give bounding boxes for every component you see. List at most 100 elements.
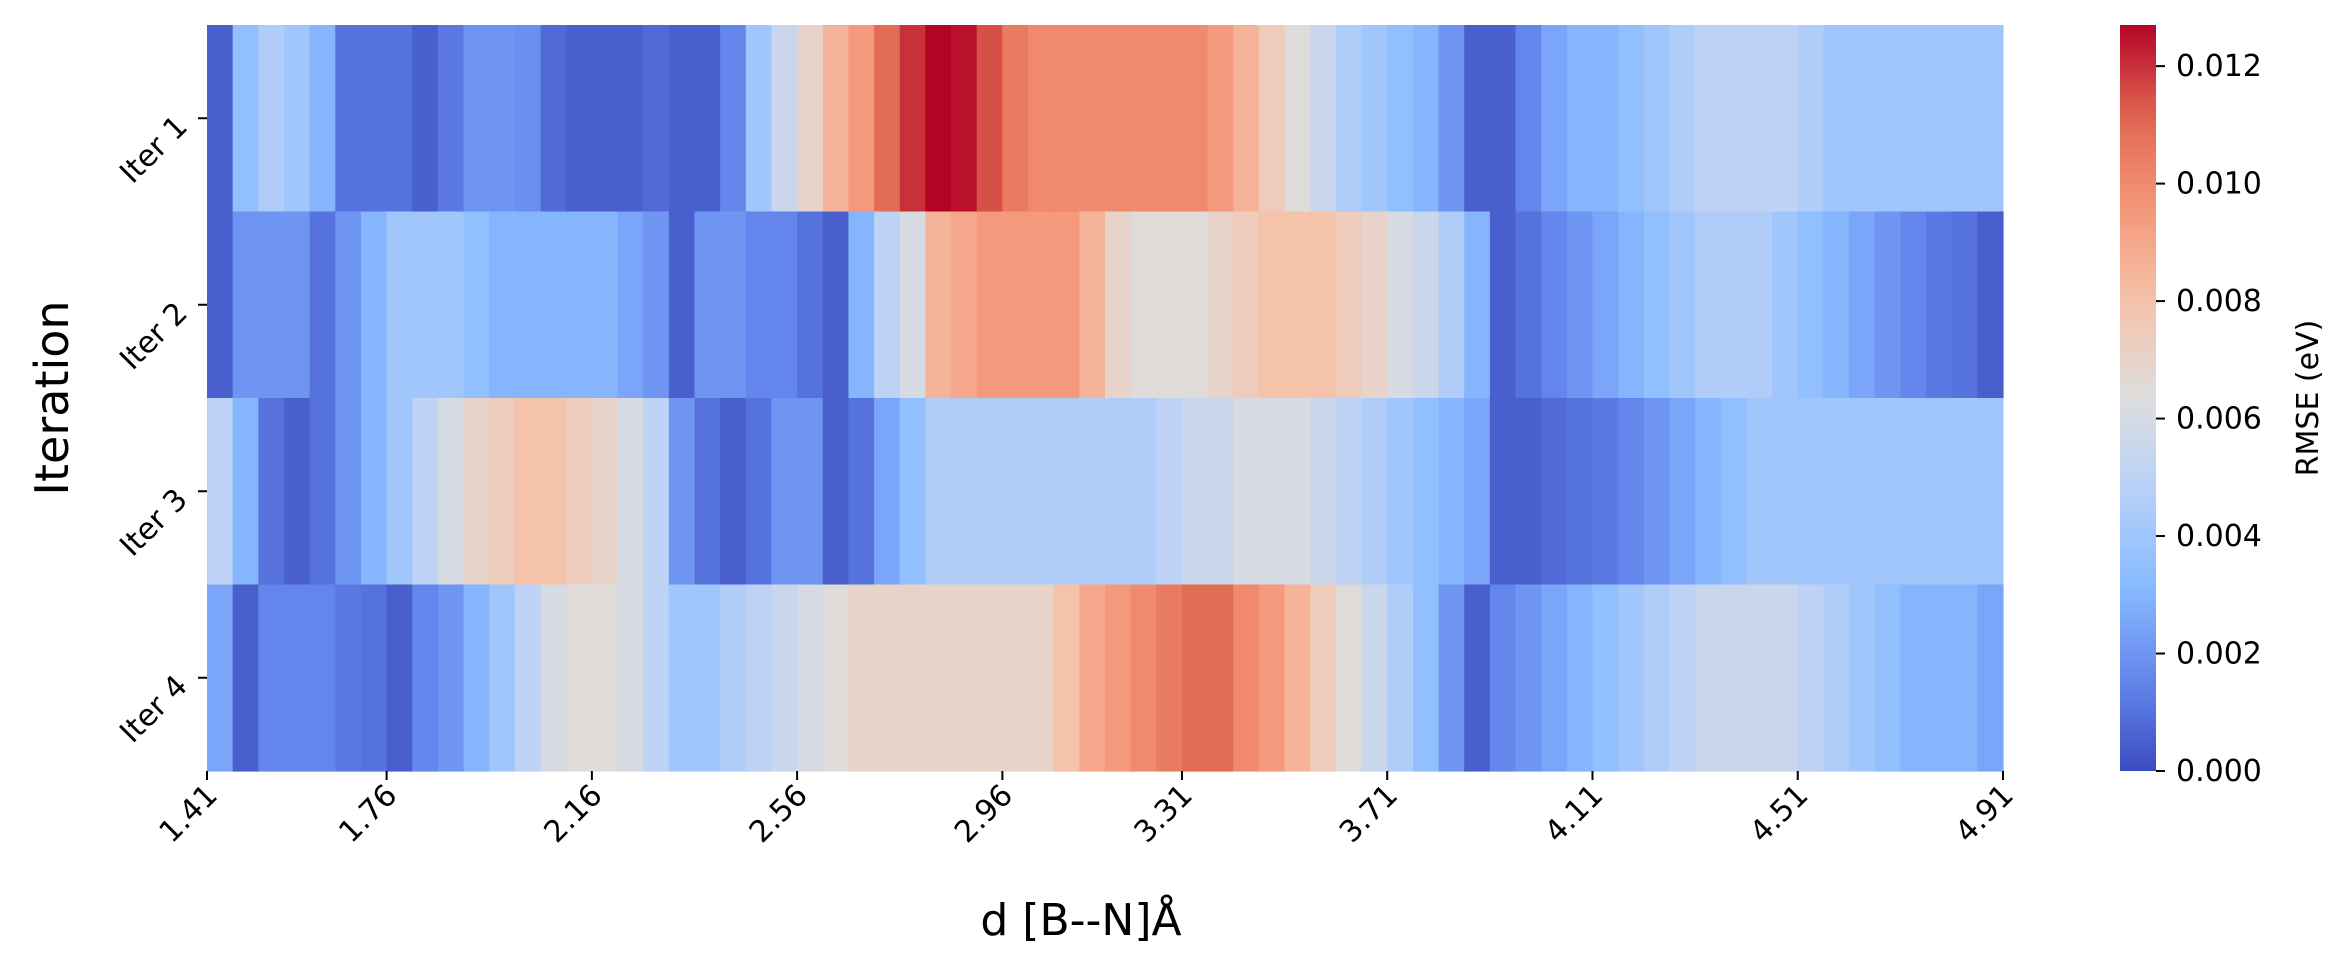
heatmap-cell — [283, 211, 311, 399]
heatmap-cell — [258, 211, 285, 399]
heatmap-cell — [1823, 398, 1850, 586]
heatmap-cell — [951, 25, 978, 213]
heatmap-cell — [1028, 584, 1055, 772]
heatmap-cell — [360, 398, 388, 586]
heatmap-cell — [514, 211, 542, 399]
heatmap-cell — [771, 25, 798, 213]
heatmap-cell — [1361, 211, 1388, 399]
heatmap-cell — [1002, 398, 1029, 586]
heatmap-cell — [437, 398, 465, 586]
heatmap-cell — [1284, 584, 1311, 772]
heatmap-cell — [540, 211, 567, 399]
heatmap-cell — [797, 211, 824, 399]
heatmap-cell — [1900, 211, 1927, 399]
heatmap-cell — [1926, 25, 1953, 213]
heatmap-cell — [1002, 25, 1029, 213]
heatmap-cell — [951, 584, 978, 772]
heatmap-cell — [1258, 25, 1286, 213]
heatmap-cell — [540, 25, 567, 213]
heatmap-cell — [591, 398, 619, 586]
heatmap-cell — [566, 398, 593, 586]
heatmap-cell — [1387, 211, 1414, 399]
heatmap-cell — [1156, 584, 1183, 772]
heatmap-cell — [1669, 398, 1696, 586]
heatmap-cell — [1849, 211, 1876, 399]
heatmap-cell — [463, 398, 490, 586]
heatmap-cell — [1130, 584, 1157, 772]
heatmap-cell — [1643, 584, 1671, 772]
heatmap-cell — [1233, 25, 1260, 213]
heatmap-cell — [1464, 584, 1491, 772]
colorbar-tick-label: 0.002 — [2176, 637, 2262, 672]
heatmap-cell — [360, 211, 388, 399]
heatmap-cell — [258, 584, 285, 772]
heatmap-cell — [1977, 25, 2004, 213]
x-tick-label: 2.56 — [743, 778, 815, 850]
heatmap-cell — [1335, 584, 1363, 772]
heatmap-cell — [1105, 584, 1132, 772]
heatmap-cell — [1566, 398, 1594, 586]
heatmap-cell — [1438, 25, 1465, 213]
heatmap-cell — [1541, 25, 1568, 213]
heatmap-cell — [617, 584, 644, 772]
heatmap-cell — [1772, 25, 1799, 213]
heatmap-cell — [1002, 211, 1029, 399]
heatmap-cell — [591, 25, 619, 213]
heatmap-cell — [1310, 398, 1337, 586]
x-tick-label: 3.71 — [1333, 778, 1405, 850]
heatmap-cell — [976, 211, 1003, 399]
heatmap-cell — [771, 211, 798, 399]
heatmap-cell — [1438, 584, 1465, 772]
heatmap-cell — [694, 211, 721, 399]
heatmap-cell — [1695, 211, 1722, 399]
heatmap-cell — [335, 25, 362, 213]
heatmap-cell — [643, 211, 670, 399]
heatmap-cell — [874, 584, 901, 772]
heatmap-cell — [899, 584, 926, 772]
heatmap-cell — [463, 211, 490, 399]
heatmap-cell — [1951, 584, 1978, 772]
heatmap-cell — [437, 25, 465, 213]
heatmap-cell — [1618, 211, 1645, 399]
heatmap-cell — [617, 25, 644, 213]
heatmap-cell — [1387, 25, 1414, 213]
heatmap-cell — [1464, 25, 1491, 213]
heatmap-cell — [309, 584, 336, 772]
heatmap-cell — [1079, 584, 1106, 772]
heatmap-cell — [386, 398, 413, 586]
heatmap-cell — [232, 584, 259, 772]
heatmap-cell — [668, 211, 696, 399]
x-axis-label: d [B--N]Å — [980, 893, 1181, 946]
heatmap-cell — [1028, 211, 1055, 399]
heatmap-cell — [463, 25, 490, 213]
heatmap-cell — [1515, 211, 1542, 399]
heatmap-cell — [1361, 398, 1388, 586]
x-tick-label: 4.91 — [1949, 778, 2021, 850]
heatmap-cell — [1541, 211, 1568, 399]
heatmap-cell — [899, 211, 926, 399]
heatmap-cell — [1926, 211, 1953, 399]
x-tick-label: 1.76 — [332, 778, 404, 850]
heatmap-cell — [1284, 398, 1311, 586]
heatmap-cell — [694, 25, 721, 213]
heatmap-cell — [1669, 25, 1696, 213]
heatmap-cell — [335, 584, 362, 772]
heatmap-cell — [797, 584, 824, 772]
colorbar-tick-label: 0.010 — [2176, 167, 2262, 202]
heatmap-cell — [412, 25, 439, 213]
heatmap-cell — [232, 25, 259, 213]
heatmap-cell — [1977, 584, 2004, 772]
heatmap-cell — [489, 25, 516, 213]
heatmap-cell — [668, 398, 696, 586]
heatmap-cell — [1720, 398, 1748, 586]
heatmap-cell — [1438, 398, 1465, 586]
heatmap-cell — [720, 25, 747, 213]
heatmap-cell — [1002, 584, 1029, 772]
heatmap-cell — [412, 211, 439, 399]
heatmap-cell — [1233, 398, 1260, 586]
heatmap-cell — [1130, 25, 1157, 213]
heatmap-cell — [848, 398, 875, 586]
heatmap-cell — [1695, 584, 1722, 772]
heatmap-cell — [1361, 25, 1388, 213]
heatmap-cell — [1412, 25, 1440, 213]
